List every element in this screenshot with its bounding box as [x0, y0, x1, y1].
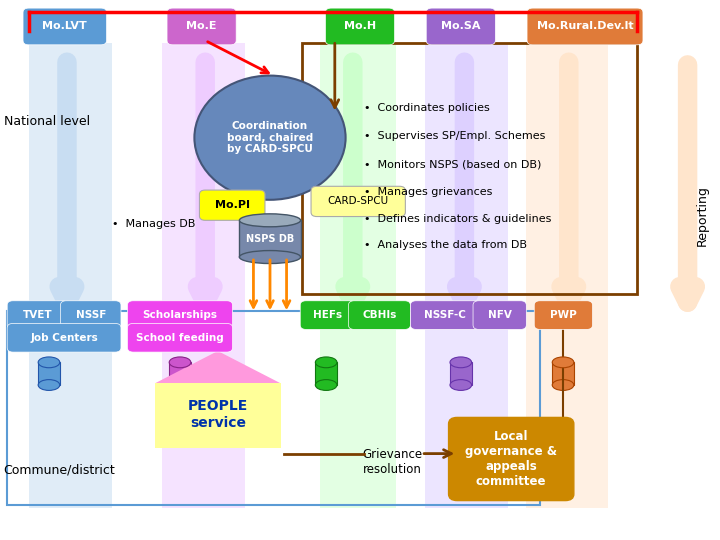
Text: •  Manages grievances: • Manages grievances: [364, 187, 492, 197]
Text: National level: National level: [4, 115, 90, 128]
Ellipse shape: [315, 380, 337, 390]
Ellipse shape: [315, 357, 337, 368]
Text: Mo.Rural.Dev.lt: Mo.Rural.Dev.lt: [536, 22, 634, 31]
FancyBboxPatch shape: [127, 301, 233, 329]
Bar: [302, 43, 637, 294]
Ellipse shape: [450, 380, 472, 390]
Bar: [552, 362, 574, 385]
Text: Mo.E: Mo.E: [186, 22, 217, 31]
FancyBboxPatch shape: [410, 301, 480, 329]
Text: •  Analyses the data from DB: • Analyses the data from DB: [364, 240, 526, 249]
FancyBboxPatch shape: [325, 8, 395, 45]
Text: PWP: PWP: [550, 310, 577, 320]
Bar: [425, 43, 508, 508]
FancyBboxPatch shape: [7, 323, 121, 352]
Bar: [29, 43, 112, 508]
Text: Scholarships: Scholarships: [143, 310, 217, 320]
Text: Commune/district: Commune/district: [4, 463, 115, 476]
Text: TVET: TVET: [22, 310, 53, 320]
Bar: [315, 362, 337, 385]
Bar: [450, 362, 472, 385]
Text: PEOPLE
service: PEOPLE service: [188, 400, 248, 430]
FancyBboxPatch shape: [473, 301, 526, 329]
Ellipse shape: [169, 357, 191, 368]
FancyBboxPatch shape: [7, 301, 68, 329]
Text: School feeding: School feeding: [136, 333, 224, 343]
FancyBboxPatch shape: [23, 8, 107, 45]
Ellipse shape: [38, 357, 60, 368]
Ellipse shape: [450, 357, 472, 368]
Text: Mo.PI: Mo.PI: [215, 200, 250, 210]
Text: NSPS DB: NSPS DB: [246, 234, 294, 244]
Text: NSSF-C: NSSF-C: [424, 310, 466, 320]
Text: CARD-SPCU: CARD-SPCU: [328, 197, 389, 206]
FancyBboxPatch shape: [167, 8, 236, 45]
Text: NFV: NFV: [487, 310, 512, 320]
FancyBboxPatch shape: [60, 301, 121, 329]
FancyBboxPatch shape: [199, 190, 265, 220]
Text: •  Monitors NSPS (based on DB): • Monitors NSPS (based on DB): [364, 159, 541, 169]
Text: Grievance
resolution: Grievance resolution: [362, 448, 423, 476]
Text: •  Manages DB: • Manages DB: [112, 219, 195, 229]
Text: •  Supervises SP/Empl. Schemes: • Supervises SP/Empl. Schemes: [364, 131, 545, 141]
Polygon shape: [155, 351, 281, 383]
FancyBboxPatch shape: [449, 417, 574, 501]
Text: Job Centers: Job Centers: [30, 333, 98, 343]
Ellipse shape: [38, 380, 60, 390]
Text: •  Defines indicators & guidelines: • Defines indicators & guidelines: [364, 214, 551, 224]
Text: Mo.H: Mo.H: [344, 22, 376, 31]
Bar: [526, 43, 608, 508]
Text: NSSF: NSSF: [76, 310, 106, 320]
FancyBboxPatch shape: [311, 186, 405, 217]
FancyBboxPatch shape: [426, 8, 495, 45]
Bar: [162, 43, 245, 508]
Text: Reporting: Reporting: [696, 186, 708, 246]
Text: Mo.LVT: Mo.LVT: [42, 22, 87, 31]
FancyBboxPatch shape: [348, 301, 410, 329]
FancyBboxPatch shape: [300, 301, 355, 329]
Ellipse shape: [552, 380, 574, 390]
Bar: [320, 43, 396, 508]
FancyBboxPatch shape: [534, 301, 593, 329]
Text: HEFs: HEFs: [313, 310, 342, 320]
Ellipse shape: [194, 76, 346, 200]
Ellipse shape: [552, 357, 574, 368]
Text: CBHIs: CBHIs: [362, 310, 397, 320]
Text: •  Coordinates policies: • Coordinates policies: [364, 103, 490, 113]
Bar: [239, 220, 301, 257]
Ellipse shape: [169, 380, 191, 390]
Ellipse shape: [239, 214, 301, 227]
Bar: [38, 362, 60, 385]
Bar: [7, 310, 540, 505]
FancyBboxPatch shape: [127, 323, 233, 352]
Ellipse shape: [239, 251, 301, 264]
Text: Coordination
board, chaired
by CARD-SPCU: Coordination board, chaired by CARD-SPCU: [227, 121, 313, 154]
Bar: [169, 362, 191, 385]
Bar: [155, 383, 281, 448]
Text: Mo.SA: Mo.SA: [441, 22, 480, 31]
Text: Local
governance &
appeals
committee: Local governance & appeals committee: [465, 430, 557, 488]
FancyBboxPatch shape: [527, 8, 643, 45]
